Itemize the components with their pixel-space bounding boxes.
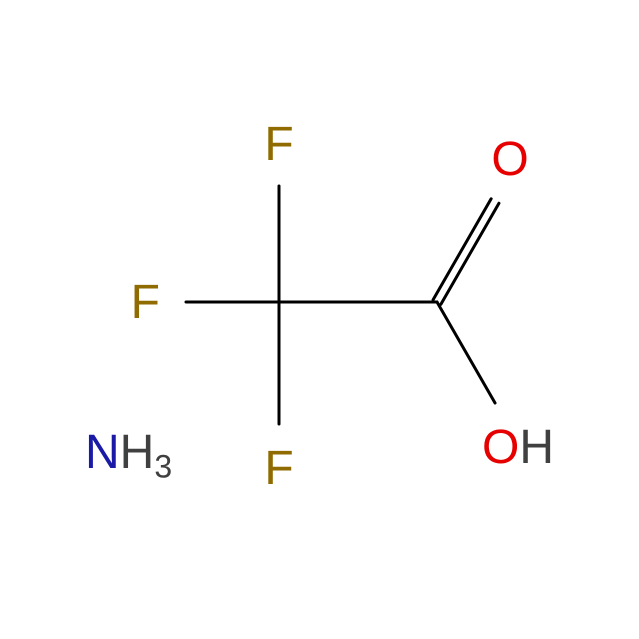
molecule-canvas: F F F O OH NH3 <box>0 0 639 639</box>
atom-label-F3: F <box>264 442 293 495</box>
atom-label-F2: F <box>131 276 160 329</box>
bond-layer <box>186 186 499 424</box>
atom-label-O2: OH <box>482 421 554 474</box>
atom-label-O1: O <box>491 133 528 186</box>
atom-label-N1: NH3 <box>85 426 172 485</box>
atom-label-layer: F F F O OH NH3 <box>85 118 554 495</box>
atom-label-F1: F <box>264 118 293 171</box>
